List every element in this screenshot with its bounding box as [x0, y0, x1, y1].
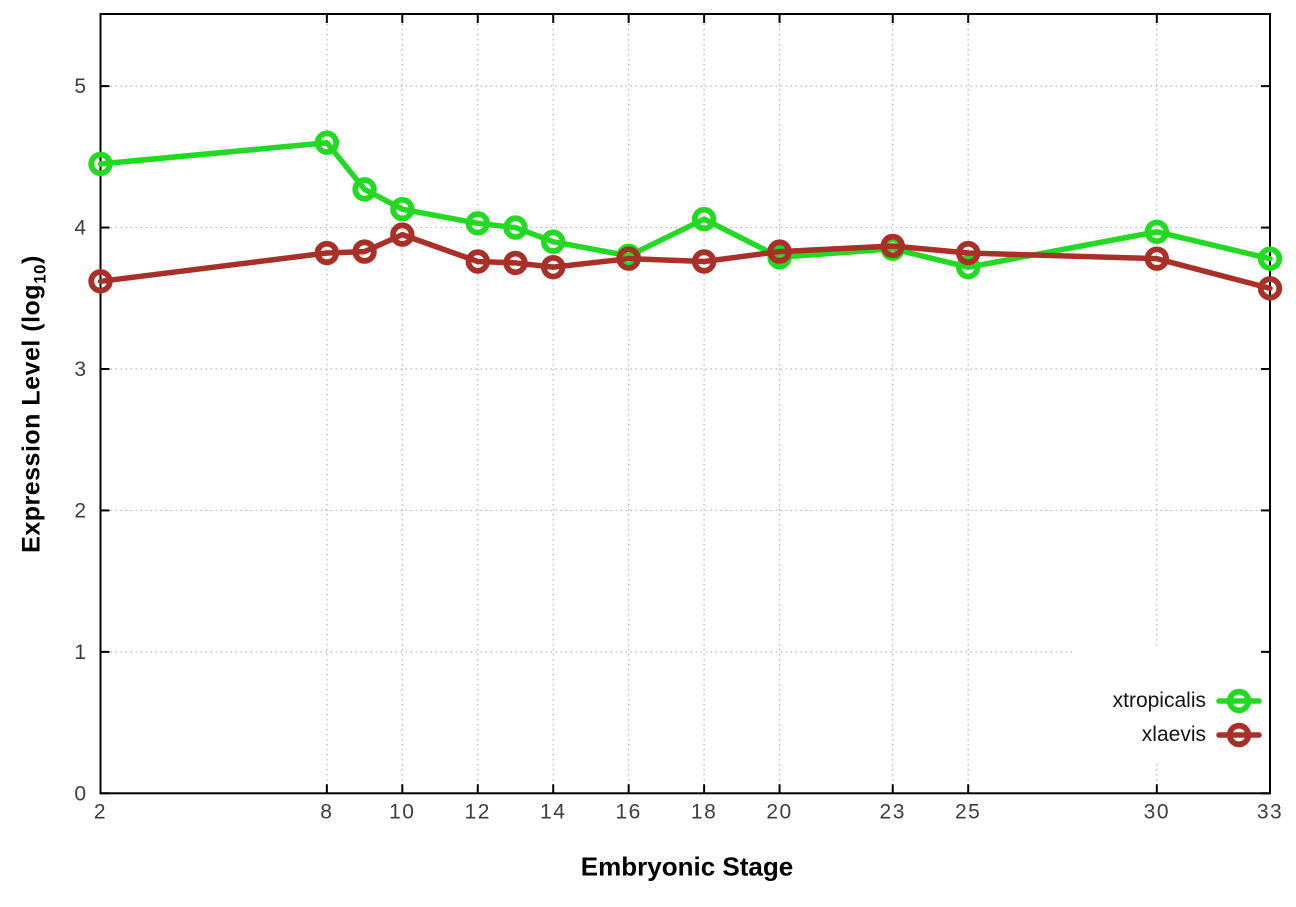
y-tick-label-2: 2 [74, 499, 87, 522]
data-point-xtropicalis-stage-18 [691, 206, 717, 232]
data-point-xtropicalis-stage-30 [1144, 219, 1170, 245]
legend-label-xlaevis: xlaevis [1141, 723, 1206, 746]
data-point-xlaevis-stage-2 [88, 269, 113, 294]
y-axis-label-close: ) [17, 255, 46, 264]
data-point-xtropicalis-stage-13 [503, 215, 528, 240]
data-point-xlaevis-stage-16 [616, 246, 641, 271]
data-point-xlaevis-stage-12 [465, 249, 490, 274]
x-tick-label-2: 2 [94, 800, 107, 823]
data-point-xlaevis-stage-13 [503, 250, 528, 276]
x-tick-label-12: 12 [465, 800, 491, 823]
y-tick-label-3: 3 [74, 358, 87, 381]
data-point-xtropicalis-stage-10 [390, 196, 415, 222]
data-point-xlaevis-stage-14 [541, 254, 566, 280]
plot-border [99, 13, 1271, 795]
y-tick-label-0: 0 [74, 782, 87, 805]
data-point-xlaevis-stage-10 [390, 222, 415, 247]
data-point-xtropicalis-stage-8 [314, 130, 340, 155]
y-axis-label: Expression Level (log10) [18, 255, 51, 553]
y-tick-label-4: 4 [74, 217, 87, 240]
y-axis-label-text: Expression Level (log [17, 283, 46, 553]
x-tick-label-18: 18 [691, 800, 717, 823]
data-point-xlaevis-stage-20 [767, 239, 792, 264]
data-point-xtropicalis-stage-14 [541, 229, 566, 254]
x-tick-label-30: 30 [1144, 800, 1170, 823]
data-point-xlaevis-stage-8 [314, 240, 340, 266]
data-point-xtropicalis-stage-2 [88, 151, 113, 177]
legend-item-xtropicalis: xtropicalis [1113, 687, 1262, 715]
data-point-xtropicalis-stage-33 [1257, 246, 1283, 271]
data-point-xlaevis-stage-25 [955, 240, 981, 266]
data-point-xtropicalis-stage-9 [352, 177, 377, 202]
legend-marker-xtropicalis-icon [1216, 688, 1262, 714]
x-axis-label: Embryonic Stage [580, 851, 794, 882]
data-point-xtropicalis-stage-25 [955, 254, 981, 280]
legend-item-xlaevis: xlaevis [1113, 721, 1262, 749]
x-tick-label-33: 33 [1257, 800, 1283, 823]
legend-label-xtropicalis: xtropicalis [1112, 689, 1206, 712]
x-tick-label-10: 10 [389, 800, 415, 823]
x-tick-label-14: 14 [540, 800, 566, 823]
y-tick-label-5: 5 [74, 75, 87, 98]
series-line-xtropicalis [97, 139, 1273, 270]
x-tick-label-8: 8 [320, 800, 333, 823]
legend-marker-xlaevis-icon [1216, 722, 1262, 748]
x-tick-label-25: 25 [955, 800, 981, 823]
data-point-xlaevis-stage-18 [691, 249, 717, 274]
data-point-xlaevis-stage-9 [352, 239, 377, 264]
x-tick-label-23: 23 [880, 800, 906, 823]
data-point-xlaevis-stage-33 [1257, 276, 1283, 301]
y-axis-label-subscript: 10 [30, 263, 50, 284]
x-tick-label-20: 20 [766, 800, 792, 823]
data-point-xtropicalis-stage-12 [465, 211, 490, 236]
data-point-xlaevis-stage-30 [1144, 246, 1170, 271]
x-tick-label-16: 16 [615, 800, 641, 823]
data-point-xlaevis-stage-23 [880, 233, 905, 259]
y-tick-label-1: 1 [74, 641, 87, 664]
legend: xtropicalis xlaevis [1113, 687, 1262, 755]
